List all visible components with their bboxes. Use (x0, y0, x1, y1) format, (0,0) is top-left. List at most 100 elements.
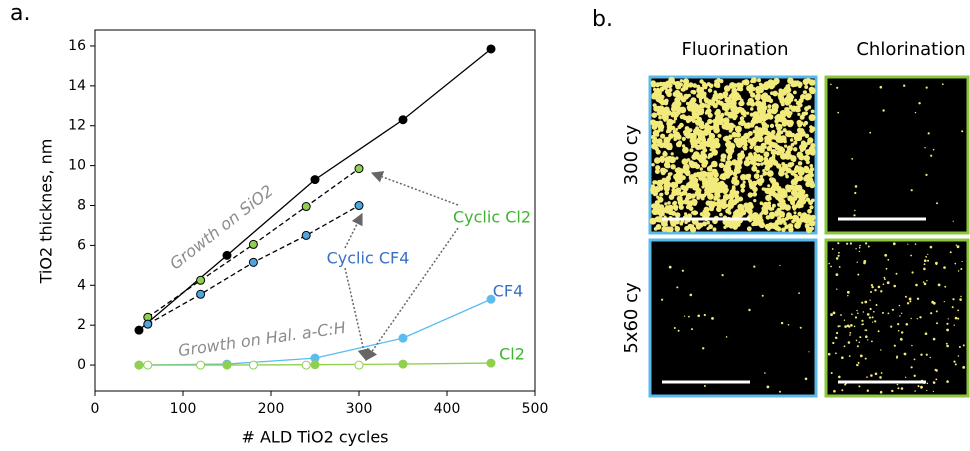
particle (757, 78, 761, 82)
particle (758, 178, 764, 184)
particle (909, 298, 912, 301)
particle (756, 148, 760, 152)
particle (676, 134, 682, 140)
particle (849, 334, 851, 336)
particle (899, 305, 901, 307)
particle (658, 94, 663, 99)
particle (707, 99, 713, 105)
y-tick-label: 12 (68, 118, 86, 134)
particle (740, 210, 746, 216)
particle (828, 263, 830, 265)
particle (772, 150, 776, 154)
particle (936, 322, 938, 324)
particle (705, 111, 709, 115)
particle (878, 330, 880, 332)
particle (925, 332, 928, 335)
particle (893, 242, 896, 245)
particle (776, 150, 781, 155)
particle (673, 201, 677, 205)
particle (730, 93, 737, 100)
particle (669, 266, 672, 269)
data-point (197, 361, 205, 369)
particle (894, 345, 896, 347)
particle (651, 184, 655, 188)
particle (911, 345, 912, 346)
particle (702, 347, 704, 349)
particle (933, 338, 936, 341)
particle (871, 341, 873, 343)
particle (713, 227, 717, 231)
particle (911, 318, 912, 319)
particle (750, 140, 757, 147)
particle (785, 132, 789, 136)
particle (778, 170, 784, 176)
particle (898, 330, 900, 332)
particle (883, 283, 885, 285)
particle (678, 125, 682, 129)
particle (946, 380, 949, 383)
particle (867, 313, 870, 316)
particle (935, 379, 937, 381)
particle (772, 155, 776, 159)
particle (836, 289, 837, 290)
particle (841, 389, 843, 391)
particle (778, 220, 783, 225)
particle (797, 120, 802, 125)
particle (962, 366, 965, 369)
particle (933, 381, 936, 384)
particle (802, 216, 808, 222)
particle (750, 80, 754, 84)
particle (853, 214, 855, 216)
particle (715, 139, 719, 143)
particle (697, 315, 700, 318)
particle (867, 339, 868, 340)
particle (694, 178, 698, 182)
particle (764, 138, 770, 144)
particle (681, 114, 686, 119)
particle (776, 126, 781, 131)
data-point (197, 276, 205, 284)
particle (660, 134, 665, 139)
series-label: Cyclic Cl2 (453, 208, 531, 227)
particle (665, 191, 670, 196)
particle (691, 328, 693, 330)
data-point (355, 202, 363, 210)
particle (700, 171, 704, 175)
particle (707, 166, 713, 172)
data-point (355, 165, 363, 173)
particle (910, 255, 912, 257)
particle (836, 273, 839, 276)
particle (763, 151, 769, 157)
particle (722, 274, 724, 276)
particle (706, 200, 711, 205)
column-label: Fluorination (681, 39, 788, 60)
particle (782, 121, 787, 126)
particle (757, 156, 761, 160)
particle (736, 142, 742, 148)
particle (954, 325, 955, 326)
y-tick-label: 10 (68, 158, 86, 174)
particle (798, 292, 800, 294)
particle (864, 301, 867, 304)
particle (656, 106, 662, 112)
particle (868, 246, 870, 248)
particle (755, 126, 759, 130)
particle (849, 355, 851, 357)
particle (680, 108, 684, 112)
particle (869, 132, 871, 134)
particle (874, 320, 876, 322)
particle (687, 130, 691, 134)
data-point (355, 361, 363, 369)
particle (942, 83, 944, 85)
particle (865, 358, 867, 360)
particle (920, 386, 923, 389)
particle (847, 325, 850, 328)
particle (833, 390, 836, 393)
particle (903, 85, 905, 87)
particle (810, 164, 814, 168)
particle (702, 92, 707, 97)
particle (733, 179, 740, 186)
data-point (135, 326, 143, 334)
particle (810, 227, 814, 231)
particle (746, 123, 751, 128)
